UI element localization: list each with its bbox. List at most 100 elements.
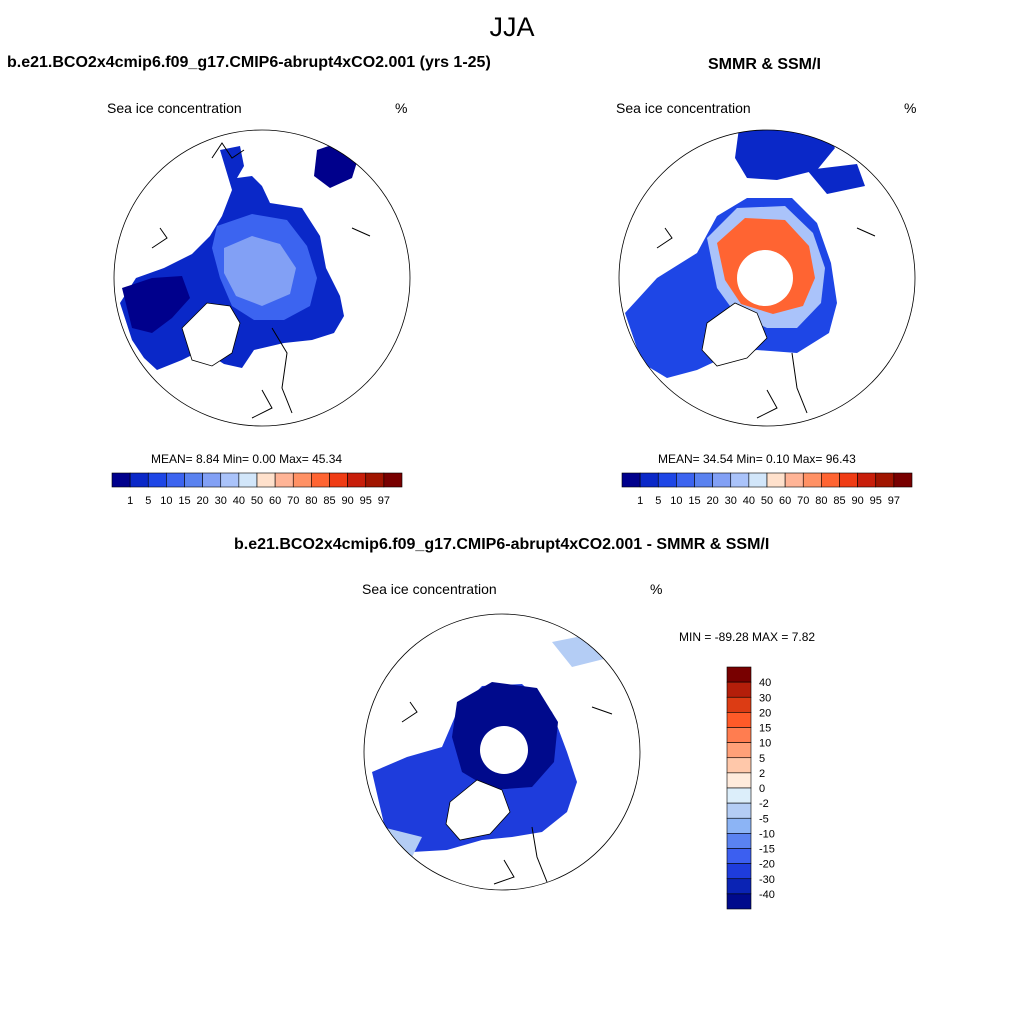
panel3-colorbar-tick-label: 10 [759, 738, 771, 750]
panel1-colorbar-swatch [184, 472, 203, 488]
panel1-colorbar-tick-label: 80 [305, 495, 317, 507]
panel2-colorbar-swatch [621, 472, 641, 488]
panel2-colorbar-tick-label: 15 [688, 495, 700, 507]
panel1-colorbar-swatch [238, 472, 258, 488]
panel2-colorbar-tick-label: 60 [779, 495, 791, 507]
panel1-coastline [151, 142, 371, 419]
panel2-colorbar-swatch [875, 472, 895, 488]
panel1-units-label: % [395, 100, 408, 116]
panel3-colorbar-tick-label: 30 [759, 692, 771, 704]
panel1-colorbar-tick-label: 70 [287, 495, 299, 507]
panel1-colorbar-swatch [166, 472, 185, 488]
panel2-colorbar-swatch [657, 472, 677, 488]
panel2-colorbar-swatch [857, 472, 877, 488]
panel2-colorbar-tick-label: 10 [670, 495, 682, 507]
panel2-pole-hole [737, 250, 793, 306]
panel2-colorbar-swatch [676, 472, 695, 488]
panel1-colorbar-swatch [329, 472, 348, 488]
panel2-coastline [656, 227, 876, 419]
panel1-colorbar-swatch [383, 472, 403, 488]
panel1-colorbar: 1 5 10 15 20 30 40 50 60 70 80 85 90 95 97 [111, 472, 403, 507]
panel3-colorbar-swatch [726, 817, 752, 834]
panel3-variable-label: Sea ice concentration [362, 581, 497, 597]
panel1-ice-core [224, 236, 296, 306]
panel1-colorbar-swatch [274, 472, 294, 488]
panel1-colorbar-tick-label: 1 [127, 495, 133, 507]
panel2-colorbar: 1 5 10 15 20 30 40 50 60 70 80 85 90 95 97 [621, 472, 913, 507]
panel1-colorbar-swatch [129, 472, 149, 488]
panel3-stats: MIN = -89.28 MAX = 7.82 [679, 630, 816, 644]
panel3-colorbar-swatch [726, 727, 752, 743]
panel2-polar-map [618, 129, 916, 427]
panel2-title: SMMR & SSM/I [708, 56, 821, 73]
panel3-colorbar-tick-label: -30 [759, 874, 775, 886]
panel2-colorbar-swatch [766, 472, 786, 488]
panel2-colorbar-swatch [821, 472, 840, 488]
panel1-colorbar-swatch [202, 472, 222, 488]
panel2-ice-north [735, 130, 835, 180]
panel2-colorbar-tick-label: 5 [655, 495, 661, 507]
figure-title: JJA [489, 12, 535, 42]
panel3-colorbar-tick-label: 5 [759, 753, 765, 765]
panel3-colorbar-swatch [726, 681, 752, 698]
panel2-colorbar-tick-label: 80 [815, 495, 827, 507]
panel2-colorbar-swatch [839, 472, 858, 488]
panel2-colorbar-tick-label: 40 [743, 495, 755, 507]
panel2-colorbar-tick-label: 85 [833, 495, 845, 507]
panel3-colorbar-tick-label: 0 [759, 783, 765, 795]
panel1-colorbar-tick-label: 85 [323, 495, 335, 507]
panel3-colorbar-swatch [726, 666, 752, 683]
panel3-pole-hole [480, 726, 528, 774]
panel1-colorbar-swatch [256, 472, 276, 488]
panel1-ice-west [122, 276, 190, 333]
panel1-colorbar-tick-label: 10 [160, 495, 172, 507]
panel3-colorbar-swatch [726, 772, 752, 789]
panel2-land-greenland [701, 302, 768, 367]
panel3-colorbar-swatch [726, 742, 752, 759]
panel3-colorbar-swatch [726, 848, 752, 864]
panel2-colorbar-tick-label: 1 [637, 495, 643, 507]
panel3-coastline [401, 701, 613, 885]
panel2-colorbar-swatch [712, 472, 732, 488]
panel2-colorbar-swatch [748, 472, 768, 488]
panel1-colorbar-swatch [220, 472, 240, 488]
panel2-colorbar-tick-label: 97 [888, 495, 900, 507]
panel2-stats: MEAN= 34.54 Min= 0.10 Max= 96.43 [658, 452, 856, 466]
panel1-colorbar-tick-label: 50 [251, 495, 263, 507]
panel2-colorbar-swatch [730, 472, 750, 488]
panel2-colorbar-tick-label: 50 [761, 495, 773, 507]
panel2-colorbar-swatch [893, 472, 913, 488]
panel1-land-greenland [181, 302, 241, 367]
panel3-colorbar-tick-label: -20 [759, 859, 775, 871]
panel1-colorbar-tick-label: 30 [215, 495, 227, 507]
panel3-colorbar-swatch [726, 757, 752, 774]
panel3-colorbar-tick-label: 40 [759, 677, 771, 689]
panel2-colorbar-tick-label: 90 [852, 495, 864, 507]
panel1-colorbar-swatch [365, 472, 385, 488]
panel3-colorbar-swatch [726, 833, 752, 849]
panel1-colorbar-tick-label: 60 [269, 495, 281, 507]
panel2-ice-ne [807, 164, 865, 194]
panel3-colorbar-swatch [726, 696, 752, 713]
panel3-colorbar-tick-label: -2 [759, 798, 769, 810]
panel1-colorbar-tick-label: 20 [197, 495, 209, 507]
panel2-variable-label: Sea ice concentration [616, 100, 751, 116]
panel1-stats: MEAN= 8.84 Min= 0.00 Max= 45.34 [151, 452, 343, 466]
panel3-colorbar-swatch [726, 863, 752, 880]
panel3-title: b.e21.BCO2x4cmip6.f09_g17.CMIP6-abrupt4x… [234, 536, 770, 553]
panel1-colorbar-tick-label: 5 [145, 495, 151, 507]
panel1-variable-label: Sea ice concentration [107, 100, 242, 116]
panel2-units-label: % [904, 100, 917, 116]
panel3-colorbar-tick-label: -15 [759, 844, 775, 856]
panel1-colorbar-swatch [147, 472, 167, 488]
panel1-title: b.e21.BCO2x4cmip6.f09_g17.CMIP6-abrupt4x… [7, 54, 491, 71]
panel3-colorbar-tick-label: 20 [759, 707, 771, 719]
panel2-colorbar-swatch [802, 472, 822, 488]
panel1-colorbar-swatch [311, 472, 330, 488]
panel3-colorbar-swatch [726, 802, 752, 819]
panel2-colorbar-tick-label: 30 [725, 495, 737, 507]
panel1-colorbar-swatch [347, 472, 367, 488]
panel3-diff-light [382, 632, 612, 857]
panel1-polar-map [113, 129, 411, 427]
